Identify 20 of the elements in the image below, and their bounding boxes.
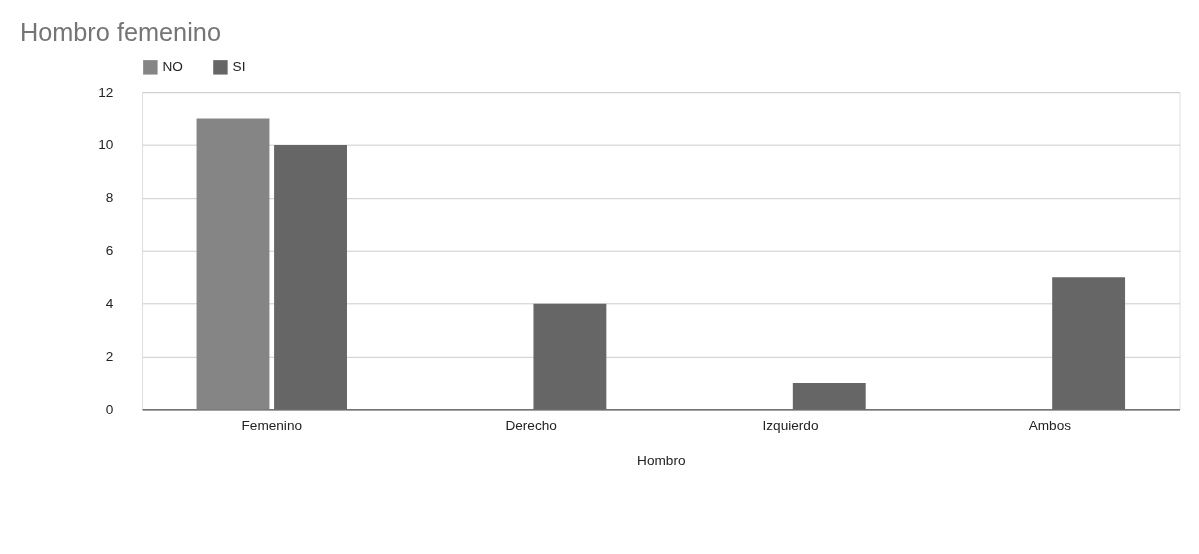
bar bbox=[196, 118, 270, 410]
bar bbox=[792, 382, 866, 410]
bar bbox=[274, 145, 347, 410]
x-tick-label: Derecho bbox=[505, 418, 557, 434]
legend-label: SI bbox=[232, 59, 246, 75]
bar bbox=[1052, 277, 1126, 410]
legend-label: NO bbox=[162, 59, 183, 75]
x-tick-label: Femenino bbox=[241, 418, 303, 434]
y-tick-label: 12 bbox=[98, 84, 114, 100]
x-tick-label: Ambos bbox=[1028, 418, 1072, 434]
y-tick-label: 0 bbox=[105, 401, 114, 417]
bar bbox=[533, 303, 607, 410]
y-tick-label: 4 bbox=[105, 296, 114, 312]
x-tick-label: Izquierdo bbox=[762, 418, 819, 434]
y-tick-label: 2 bbox=[105, 348, 114, 364]
x-axis-title: Hombro bbox=[637, 453, 686, 469]
chart-title: Hombro femenino bbox=[19, 17, 221, 46]
y-tick-label: 8 bbox=[105, 190, 114, 206]
y-tick-label: 10 bbox=[98, 137, 114, 153]
y-tick-label: 6 bbox=[105, 243, 114, 259]
